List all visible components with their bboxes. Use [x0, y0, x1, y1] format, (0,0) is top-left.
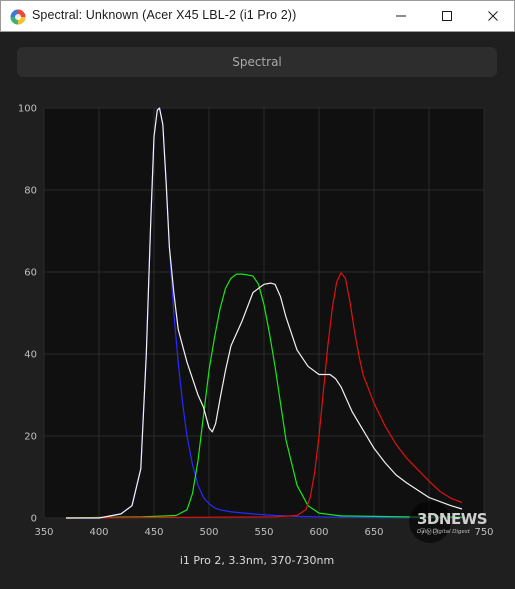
- watermark-brand: 3DNEWS: [417, 510, 487, 528]
- watermark-tagline: Daily Digital Digest: [417, 529, 471, 535]
- y-tick-label: 0: [31, 514, 37, 525]
- app-logo-icon: [10, 9, 26, 25]
- y-tick-label: 60: [24, 268, 37, 279]
- spectral-chart: 350400450500550600650700750020406080100 …: [18, 104, 494, 568]
- series-line-3: [65, 272, 463, 519]
- x-tick-label: 650: [364, 527, 383, 538]
- maximize-button[interactable]: [424, 1, 470, 32]
- x-tick-label: 350: [34, 527, 53, 538]
- x-tick-label: 550: [254, 527, 273, 538]
- spectral-button[interactable]: Spectral: [17, 47, 497, 77]
- x-tick-label: 450: [144, 527, 163, 538]
- y-tick-label: 20: [24, 432, 37, 443]
- close-button[interactable]: [470, 1, 515, 32]
- watermark-logo: 3DNEWS Daily Digital Digest: [409, 501, 488, 543]
- series-lines: [65, 107, 463, 519]
- series-line-4: [66, 107, 463, 519]
- minimize-button[interactable]: [378, 1, 424, 32]
- y-tick-label: 40: [24, 350, 37, 361]
- y-tick-label: 80: [24, 186, 37, 197]
- chart-caption: i1 Pro 2, 3.3nm, 370-730nm: [180, 554, 334, 567]
- x-tick-label: 500: [199, 527, 218, 538]
- minimize-icon: [396, 15, 406, 17]
- x-tick-label: 400: [89, 527, 108, 538]
- close-icon: [488, 11, 498, 21]
- y-tick-label: 100: [18, 104, 37, 115]
- window-content: Spectral 3504004505005506006507007500204…: [0, 32, 515, 589]
- x-tick-label: 750: [474, 527, 493, 538]
- maximize-icon: [442, 11, 452, 21]
- title-bar: Spectral: Unknown (Acer X45 LBL-2 (i1 Pr…: [0, 0, 515, 32]
- x-tick-label: 600: [309, 527, 328, 538]
- series-line-2: [65, 273, 462, 519]
- tick-labels: 350400450500550600650700750020406080100: [18, 104, 494, 539]
- window-title: Spectral: Unknown (Acer X45 LBL-2 (i1 Pr…: [32, 8, 297, 22]
